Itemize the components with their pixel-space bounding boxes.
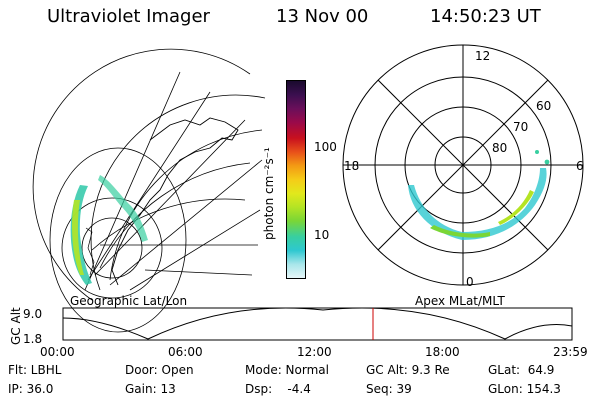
colorbar-tick-10: 10 — [314, 228, 330, 242]
timeline-x-tick-1800: 18:00 — [425, 345, 460, 359]
intensity-colorbar — [286, 80, 306, 279]
status-gc-alt: GC Alt: 9.3 Re — [366, 363, 450, 377]
status-ip: IP: 36.0 — [8, 382, 54, 396]
mlt-label-12: 12 — [475, 49, 490, 63]
mlt-label-18: 18 — [344, 159, 359, 173]
mlat-label-70: 70 — [513, 120, 528, 134]
colorbar-tick-100: 100 — [314, 140, 337, 154]
status-seq: Seq: 39 — [366, 382, 412, 396]
geo-aurora-emission — [70, 175, 148, 285]
status-dsp: Dsp: -4.4 — [245, 382, 311, 396]
status-mode: Mode: Normal — [245, 363, 329, 377]
timeline-x-tick-1200: 12:00 — [297, 345, 332, 359]
apex-panel-caption: Apex MLat/MLT — [415, 294, 505, 308]
instrument-title: Ultraviolet Imager — [47, 6, 210, 27]
observation-time: 14:50:23 UT — [430, 6, 541, 27]
timeline-y-tick-top: 9.0 — [23, 307, 42, 321]
timeline-y-tick-bottom: 1.8 — [23, 332, 42, 346]
timeline-x-tick-2359: 23:59 — [553, 345, 588, 359]
mlat-label-80: 80 — [492, 141, 507, 155]
timeline-y-axis-label: GC Alt — [9, 307, 23, 345]
status-gain: Gain: 13 — [125, 382, 176, 396]
status-glon: GLon: 154.3 — [488, 382, 561, 396]
mlat-label-60: 60 — [536, 99, 551, 113]
status-glat: GLat: 64.9 — [488, 363, 555, 377]
orbit-altitude-curve — [62, 307, 573, 340]
timeline-x-tick-0600: 06:00 — [168, 345, 203, 359]
mlt-label-6: 6 — [576, 159, 584, 173]
status-door: Door: Open — [125, 363, 194, 377]
observation-date: 13 Nov 00 — [276, 6, 369, 27]
mlt-label-0: 0 — [466, 275, 474, 289]
timeline-x-tick-0000: 00:00 — [40, 345, 75, 359]
status-filter: Flt: LBHL — [8, 363, 62, 377]
apex-aurora-emission — [408, 150, 550, 240]
geo-panel-caption: Geographic Lat/Lon — [70, 294, 187, 308]
